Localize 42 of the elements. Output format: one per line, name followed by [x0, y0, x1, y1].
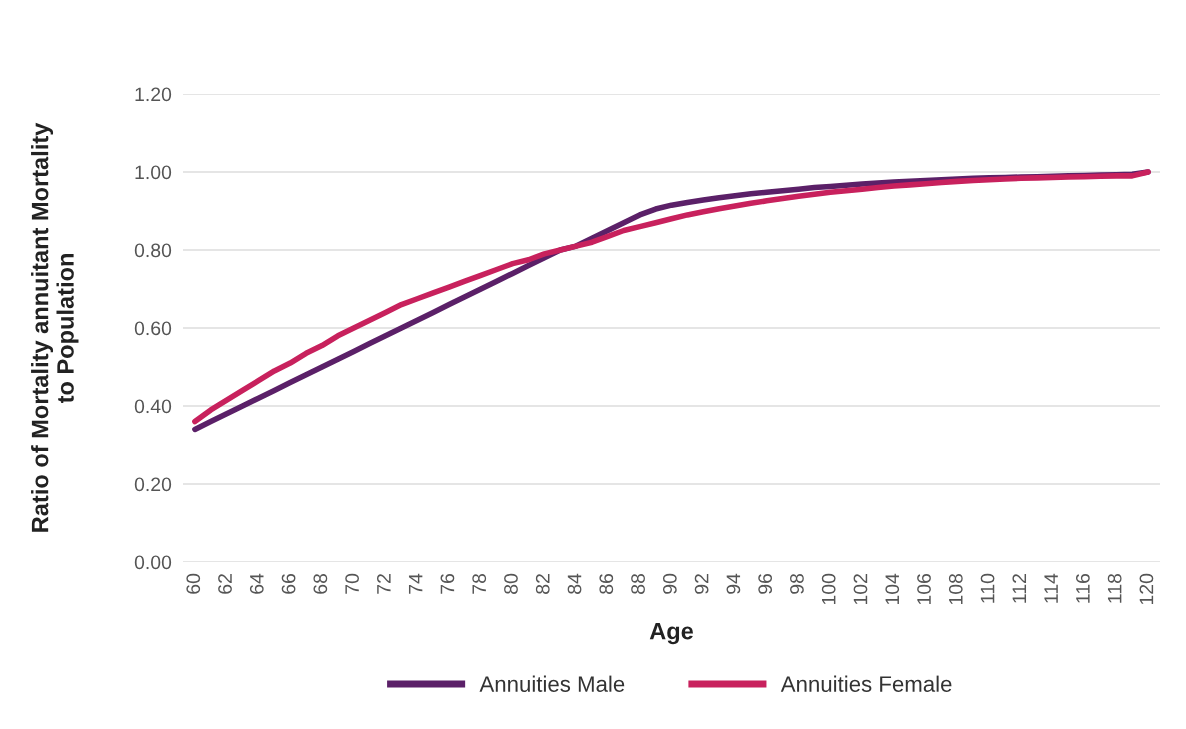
y-tick-label: 1.20 — [135, 87, 172, 102]
y-tick-label: 0.20 — [134, 477, 172, 492]
x-axis-title: Age — [649, 622, 693, 645]
x-tick-label: 72 — [377, 574, 391, 594]
x-tick-label: 100 — [821, 573, 836, 605]
legend-label: Annuities Female — [780, 675, 952, 692]
x-tick-label: 88 — [631, 573, 645, 594]
x-tick-label: 78 — [472, 573, 487, 594]
x-tick-label: 84 — [567, 573, 582, 594]
x-tick-label: 90 — [662, 573, 677, 594]
x-tick-label: 96 — [758, 573, 773, 594]
x-tick-label: 68 — [313, 573, 328, 594]
x-tick-label: 86 — [599, 573, 614, 594]
x-tick-label: 80 — [504, 573, 518, 594]
x-tick-label: 62 — [218, 574, 232, 594]
y-tick-label: 0.00 — [134, 555, 172, 570]
y-tick-label: 0.80 — [134, 243, 172, 258]
x-tick-label: 102 — [853, 574, 868, 605]
x-tick-label: 110 — [980, 573, 995, 603]
x-tick-label: 120 — [1139, 573, 1154, 605]
x-tick-label: 60 — [186, 573, 201, 594]
x-tick-label: 118 — [1107, 573, 1122, 603]
x-tick-label: 92 — [694, 574, 709, 594]
x-tick-label: 108 — [948, 573, 963, 605]
y-tick-label: 0.60 — [134, 321, 172, 336]
x-tick-label: 104 — [885, 573, 900, 605]
x-tick-label: 114 — [1044, 573, 1058, 603]
x-tick-label: 66 — [281, 573, 296, 594]
x-tick-label: 76 — [440, 573, 455, 594]
x-tick-label: 98 — [790, 573, 804, 594]
legend-label: Annuities Male — [479, 675, 625, 692]
x-tick-label: 70 — [345, 573, 359, 594]
x-tick-label: 64 — [249, 573, 264, 594]
x-tick-label: 82 — [535, 574, 550, 594]
x-tick-label: 94 — [726, 573, 741, 594]
x-tick-label: 74 — [408, 573, 423, 594]
x-tick-label: 106 — [917, 573, 931, 605]
y-tick-label: 0.40 — [134, 399, 172, 414]
y-tick-label: 1.00 — [135, 165, 172, 180]
x-tick-label: 112 — [1012, 574, 1027, 603]
x-tick-label: 116 — [1075, 573, 1090, 603]
y-axis-title: Ratio of Mortality annuitant Mortality to Population — [31, 122, 79, 532]
